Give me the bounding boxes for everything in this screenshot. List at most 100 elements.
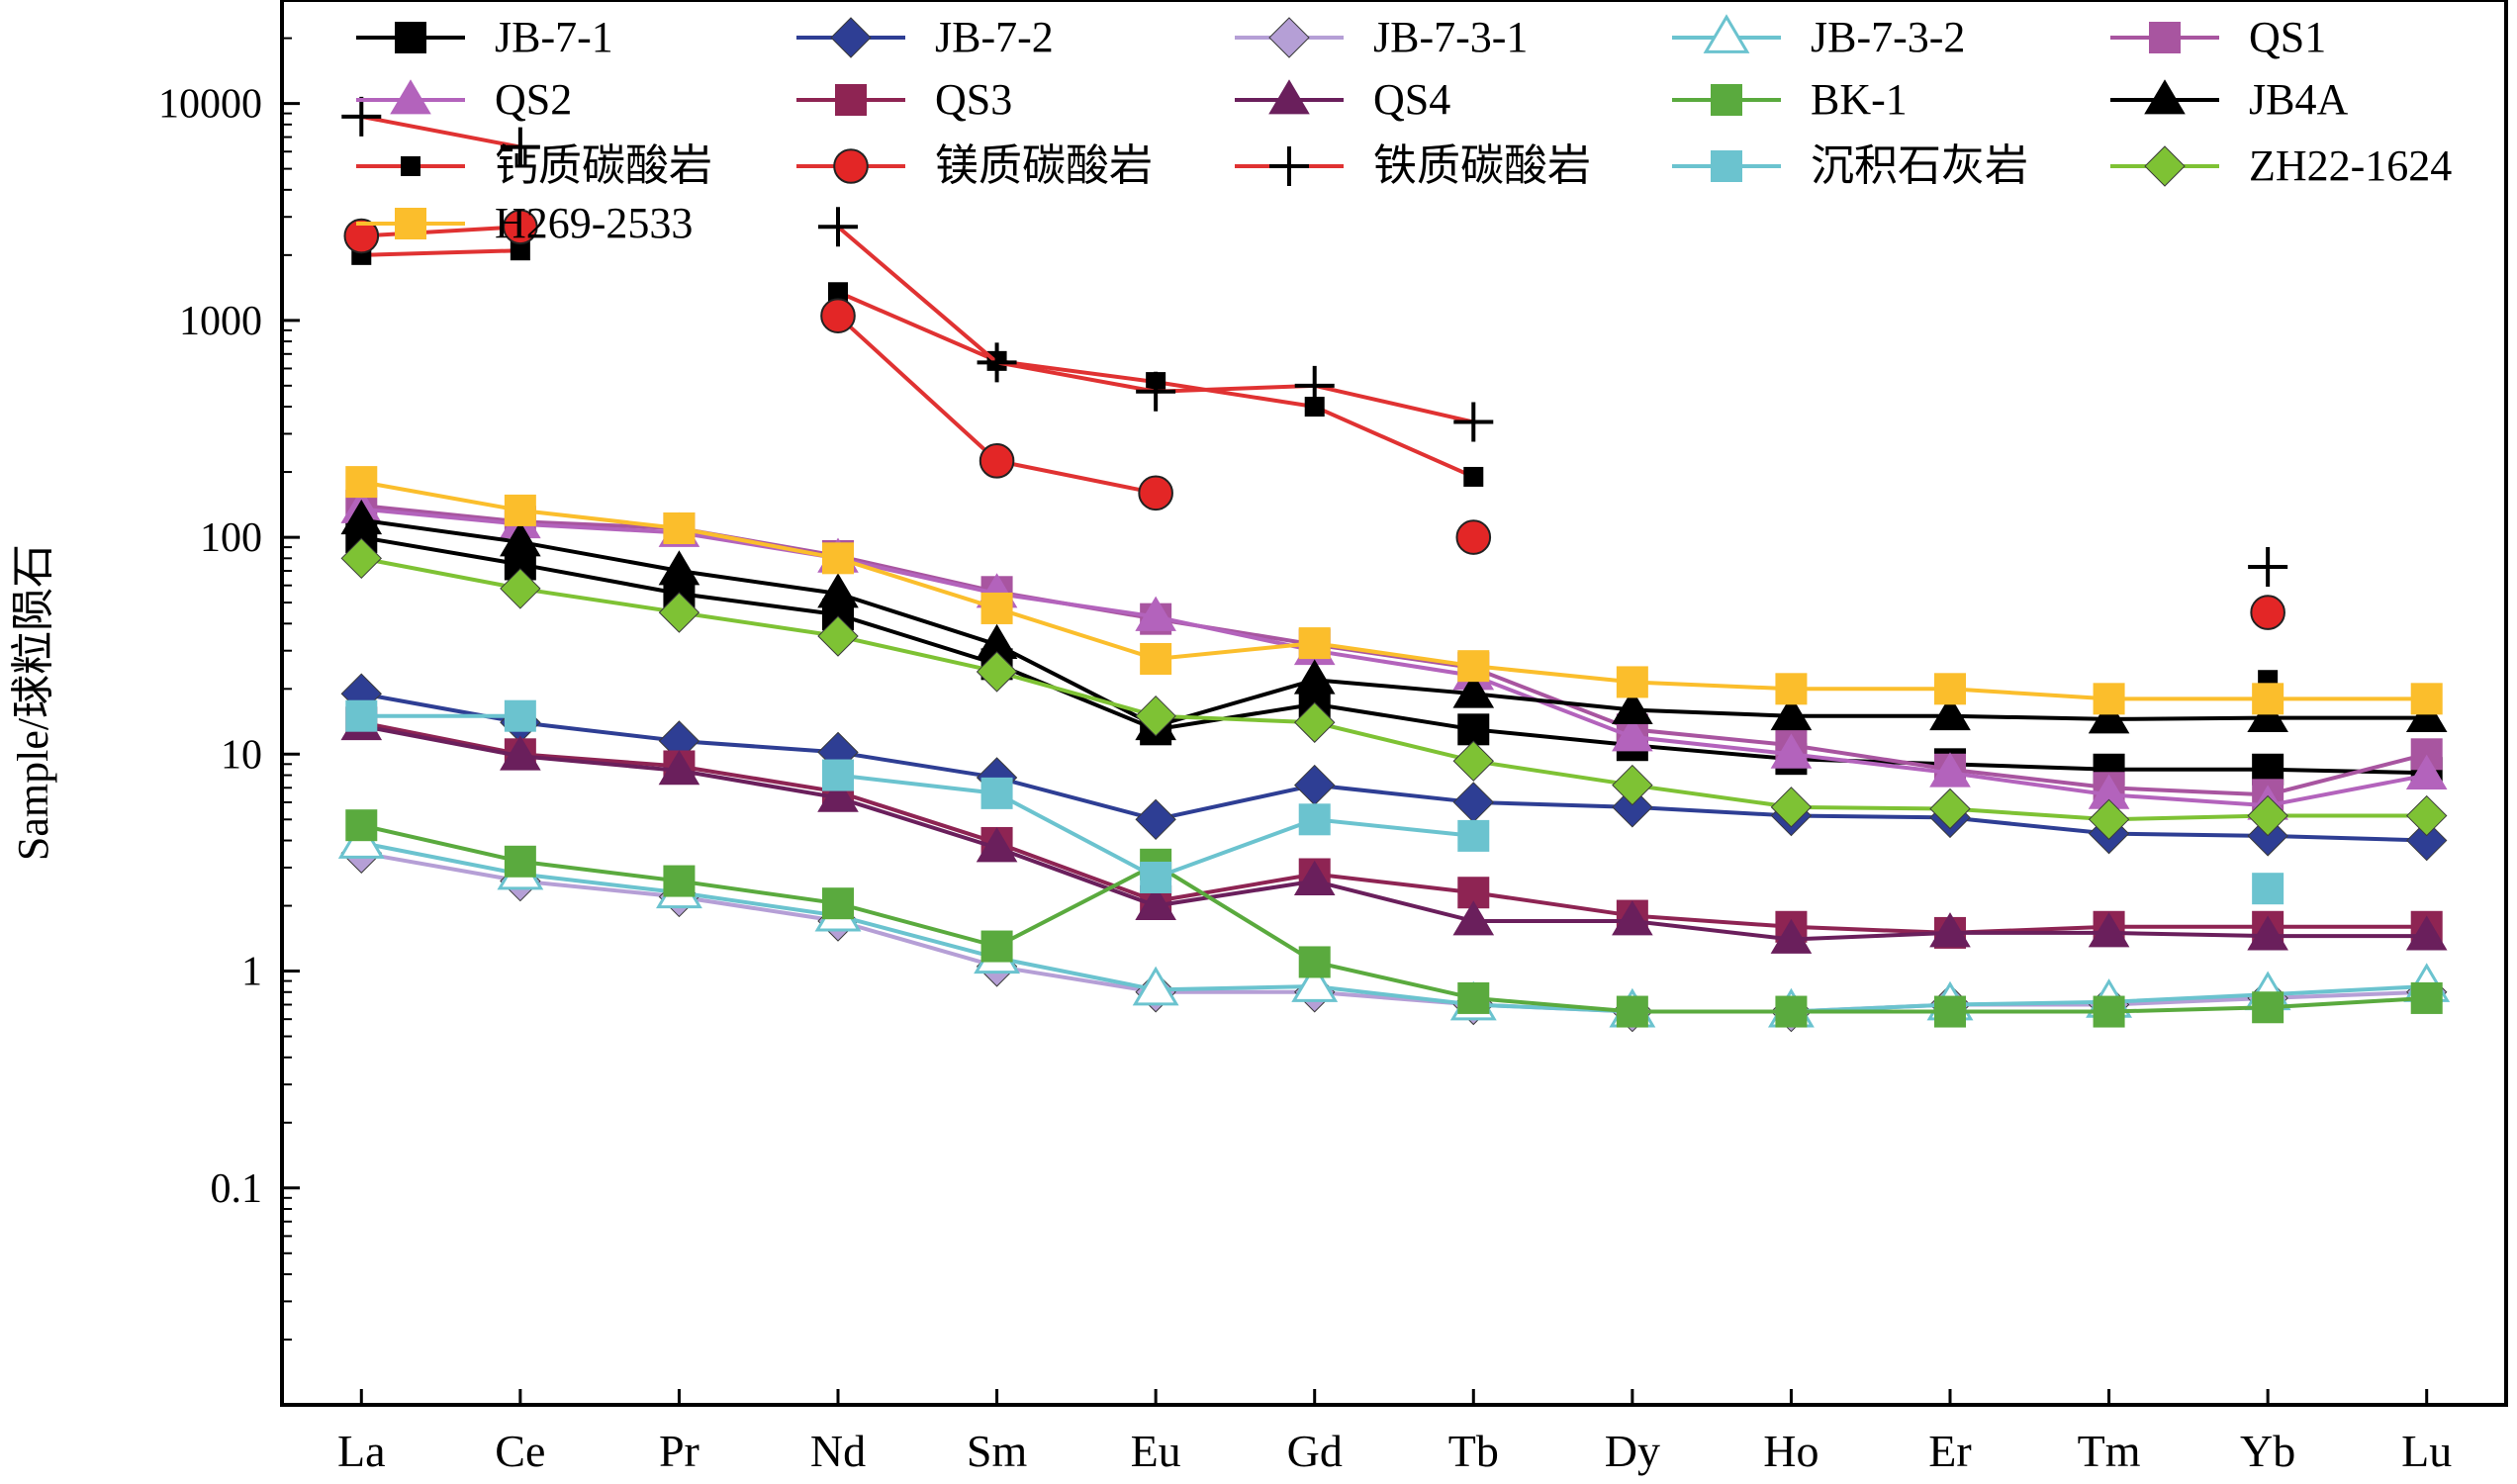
legend-item: BK-1 — [1672, 75, 1908, 124]
series-line — [360, 720, 2427, 935]
data-point — [1929, 912, 1971, 948]
data-point — [2248, 547, 2288, 588]
data-point — [658, 550, 700, 586]
data-point — [2406, 794, 2448, 837]
legend-marker — [1268, 79, 1310, 115]
legend-marker — [395, 208, 426, 239]
series — [340, 499, 2448, 741]
legend: JB-7-1 JB-7-2 JB-7-3-1 JB-7-3-2 QS1 QS2 QS3 QS4… — [356, 13, 2452, 247]
series-line — [360, 556, 2427, 822]
legend-label: BK-1 — [1811, 75, 1908, 124]
legend-item: JB-7-2 — [796, 13, 1054, 61]
legend-item: QS2 — [356, 75, 572, 124]
data-point — [1612, 787, 1653, 828]
data-point — [1136, 371, 1176, 412]
legend-item: 钙质碳酸岩 — [356, 141, 712, 190]
data-point — [1929, 752, 1971, 788]
data-point — [2088, 798, 2130, 841]
data-point — [504, 845, 536, 878]
data-point — [1616, 995, 1648, 1028]
series — [340, 704, 2448, 954]
legend-marker — [395, 22, 426, 53]
legend-marker — [1711, 84, 1742, 116]
data-point — [504, 494, 536, 526]
data-point — [345, 466, 378, 499]
data-point — [1291, 963, 1339, 1002]
data-point — [1452, 673, 1495, 708]
data-point — [1457, 713, 1490, 746]
data-point — [1457, 650, 1490, 683]
legend-label: 铁质碳酸岩 — [1373, 141, 1591, 190]
legend-item: 镁质碳酸岩 — [796, 141, 1153, 190]
plot-frame — [280, 0, 2508, 1407]
x-tick-label: Sm — [967, 1426, 1028, 1476]
series — [345, 809, 2443, 1028]
legend-item: QS1 — [2110, 13, 2326, 61]
legend-marker — [2149, 22, 2181, 53]
legend-marker — [1268, 17, 1310, 58]
x-tick-label: Yb — [2240, 1426, 2295, 1476]
data-point — [1293, 860, 1336, 895]
data-point — [500, 127, 540, 167]
data-point — [1138, 475, 1173, 511]
data-point — [345, 699, 378, 732]
data-point — [2093, 995, 2125, 1028]
data-point — [2252, 873, 2284, 905]
data-point — [2252, 991, 2284, 1024]
series-line — [360, 114, 521, 149]
data-point — [1612, 900, 1653, 936]
y-tick-label: 1 — [241, 950, 262, 995]
data-point — [1612, 764, 1653, 806]
legend-item: JB4A — [2110, 75, 2348, 124]
data-point — [663, 865, 696, 897]
x-tick-label: Nd — [810, 1426, 866, 1476]
x-tick-label: Tb — [1448, 1426, 1499, 1476]
legend-marker — [833, 148, 869, 184]
data-point — [658, 592, 700, 633]
data-point — [817, 573, 859, 608]
series-line — [360, 840, 2427, 1014]
data-point — [341, 96, 382, 137]
legend-label: 镁质碳酸岩 — [935, 141, 1153, 190]
series — [340, 537, 2448, 841]
legend-marker — [830, 17, 872, 58]
data-point — [2410, 683, 2443, 715]
y-tick-label: 10 — [221, 732, 262, 778]
data-point — [1140, 861, 1172, 893]
data-point — [340, 499, 383, 535]
series — [351, 240, 2279, 691]
x-tick-label: Tm — [2078, 1426, 2141, 1476]
legend-item: H269-2533 — [356, 199, 693, 247]
data-point — [1132, 966, 1179, 1006]
legend-marker — [1703, 14, 1750, 53]
data-point — [2088, 698, 2130, 734]
data-point — [1775, 995, 1808, 1028]
series — [345, 699, 2284, 905]
x-tick-label: Eu — [1131, 1426, 1181, 1476]
x-tick-label: Gd — [1287, 1426, 1343, 1476]
series — [337, 819, 2451, 1028]
legend-label: 钙质碳酸岩 — [495, 141, 712, 190]
series-line — [361, 517, 2427, 728]
data-point — [2406, 819, 2448, 862]
series-line — [360, 851, 2427, 1014]
data-point — [1135, 884, 1176, 920]
data-point — [1298, 803, 1331, 836]
legend-marker — [1269, 146, 1309, 186]
data-point — [976, 651, 1018, 693]
legend-item: QS3 — [796, 75, 1012, 124]
legend-label: 沉积石灰岩 — [1811, 141, 2028, 190]
legend-label: JB-7-3-1 — [1373, 13, 1528, 61]
series-line — [361, 248, 520, 257]
data-point — [980, 777, 1013, 809]
data-point — [1775, 673, 1808, 705]
data-point — [504, 699, 536, 732]
data-point — [817, 615, 859, 657]
legend-marker — [835, 84, 867, 116]
data-point — [828, 282, 848, 303]
data-point — [343, 218, 380, 254]
legend-label: QS2 — [495, 75, 572, 124]
data-point — [1135, 798, 1176, 841]
x-axis: La Ce Pr Nd Sm Eu Gd Tb Dy Ho Er Tm Yb Lu — [337, 1389, 2452, 1476]
